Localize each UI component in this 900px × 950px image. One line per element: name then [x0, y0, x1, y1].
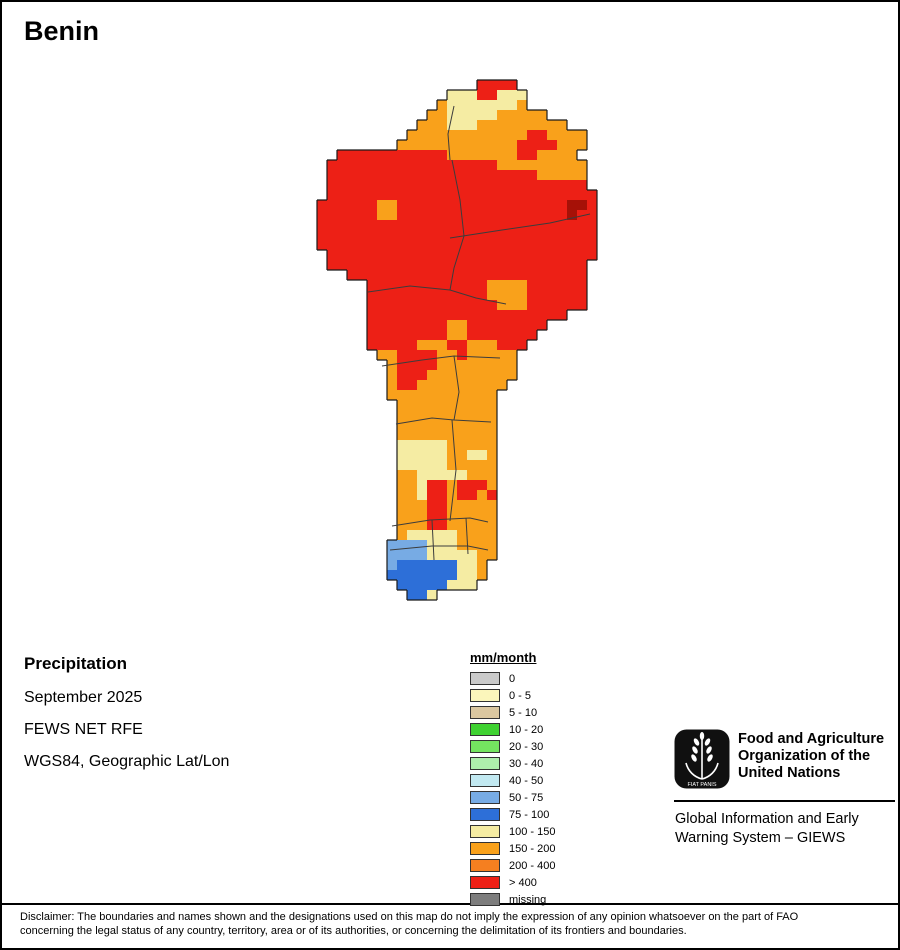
legend-item: 10 - 20: [470, 721, 555, 738]
legend-label: 75 - 100: [509, 808, 550, 821]
legend-swatch: [470, 842, 500, 855]
divider-line: [674, 800, 895, 802]
legend-item: 75 - 100: [470, 806, 555, 823]
legend-item: 5 - 10: [470, 704, 555, 721]
legend-swatch: [470, 723, 500, 736]
legend-item: 100 - 150: [470, 823, 555, 840]
legend-item: 0 - 5: [470, 687, 555, 704]
legend-item: 30 - 40: [470, 755, 555, 772]
fao-motto: FIAT PANIS: [687, 782, 716, 788]
legend-swatch: [470, 689, 500, 702]
legend-title: mm/month: [470, 650, 537, 665]
legend-item: 50 - 75: [470, 789, 555, 806]
precipitation-legend: mm/month 0 0 - 5 5 - 10 10 - 20 20 - 30 30 - …: [470, 650, 555, 908]
legend-swatch: [470, 774, 500, 787]
legend-swatch: [470, 740, 500, 753]
legend-swatch: [470, 859, 500, 872]
info-projection: WGS84, Geographic Lat/Lon: [24, 753, 230, 770]
legend-swatch: [470, 808, 500, 821]
legend-swatch: [470, 791, 500, 804]
fao-attribution-block: FIAT PANIS Food and Agriculture Organiza…: [674, 728, 895, 850]
map-title: Benin: [24, 16, 100, 46]
legend-item: 150 - 200: [470, 840, 555, 857]
legend-label: missing: [509, 893, 547, 906]
legend-item: missing: [470, 891, 555, 908]
fao-org-line: United Nations: [738, 765, 841, 781]
legend-label: 0 - 5: [509, 689, 532, 702]
giews-line: Global Information and Early: [675, 811, 859, 827]
legend-item: > 400: [470, 874, 555, 891]
fao-org-line: Food and Agriculture: [738, 731, 885, 747]
map-info-block: Precipitation September 2025 FEWS NET RF…: [24, 654, 229, 785]
legend-items: 0 0 - 5 5 - 10 10 - 20 20 - 30 30 - 40 40 - 50…: [470, 670, 555, 908]
legend-item: 0: [470, 670, 555, 687]
legend-label: 200 - 400: [509, 859, 556, 872]
legend-swatch: [470, 706, 500, 719]
legend-swatch: [470, 893, 500, 906]
legend-swatch: [470, 825, 500, 838]
fao-org-line: Organization of the: [738, 748, 871, 764]
legend-label: 5 - 10: [509, 706, 538, 719]
disclaimer: Disclaimer: The boundaries and names sho…: [2, 903, 898, 948]
disclaimer-line: concerning the legal status of any count…: [20, 924, 687, 937]
disclaimer-line: Disclaimer: The boundaries and names sho…: [20, 911, 799, 923]
fao-logo-icon: FIAT PANIS: [674, 729, 730, 789]
giews-line: Warning System – GIEWS: [675, 830, 846, 846]
legend-item: 200 - 400: [470, 857, 555, 874]
legend-label: 20 - 30: [509, 740, 544, 753]
legend-swatch: [470, 672, 500, 685]
legend-label: 50 - 75: [509, 791, 544, 804]
info-source: FEWS NET RFE: [24, 721, 143, 738]
legend-swatch: [470, 757, 500, 770]
legend-swatch: [470, 876, 500, 889]
legend-label: > 400: [509, 876, 537, 889]
legend-label: 0: [509, 672, 516, 685]
legend-label: 150 - 200: [509, 842, 556, 855]
fao-org-name: Food and Agriculture Organization of the…: [738, 731, 884, 782]
legend-label: 40 - 50: [509, 774, 544, 787]
giews-name: Global Information and Early Warning Sys…: [675, 810, 859, 848]
legend-item: 40 - 50: [470, 772, 555, 789]
legend-item: 20 - 30: [470, 738, 555, 755]
legend-label: 100 - 150: [509, 825, 556, 838]
legend-label: 30 - 40: [509, 757, 544, 770]
legend-label: 10 - 20: [509, 723, 544, 736]
info-date: September 2025: [24, 689, 143, 706]
info-heading: Precipitation: [24, 654, 127, 673]
